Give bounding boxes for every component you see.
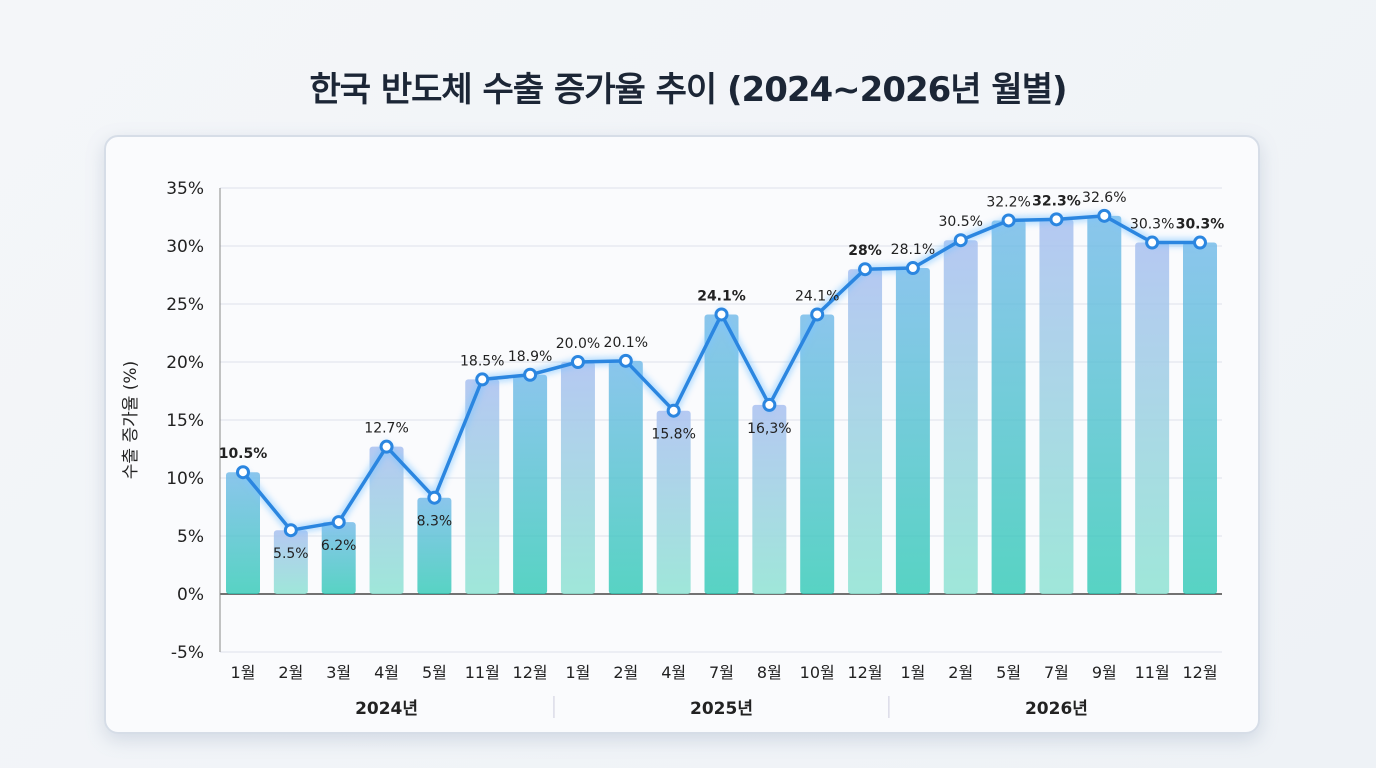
x-tick-label: 7월 <box>709 663 734 682</box>
y-tick-label: 5% <box>177 527 204 547</box>
data-point <box>1145 235 1160 250</box>
data-label: 28% <box>848 243 882 259</box>
chart-title: 한국 반도체 수출 증가율 추이 (2024~2026년 월별) <box>309 70 1067 110</box>
x-tick-label: 12월 <box>513 663 548 682</box>
x-tick-label: 11월 <box>465 663 500 682</box>
y-tick-label: 20% <box>166 353 204 373</box>
bar <box>608 360 643 594</box>
y-tick-label: -5% <box>171 643 204 663</box>
year-group-label: 2026년 <box>1025 699 1088 719</box>
x-tick-label: 1월 <box>900 663 925 682</box>
bar <box>513 374 548 594</box>
x-tick-label: 12월 <box>1182 663 1217 682</box>
year-group-label: 2024년 <box>355 699 418 719</box>
data-label: 10.5% <box>219 446 268 462</box>
year-group-label: 2025년 <box>690 699 753 719</box>
data-label: 30.3% <box>1176 217 1225 233</box>
data-label: 28.1% <box>891 242 935 258</box>
data-point <box>953 233 968 248</box>
data-point <box>379 439 394 454</box>
data-point <box>1097 208 1112 223</box>
data-label: 24.1% <box>795 288 839 304</box>
bar <box>991 220 1026 595</box>
data-label: 32.2% <box>986 194 1030 210</box>
x-tick-label: 2월 <box>613 663 638 682</box>
x-tick-label: 5월 <box>422 663 447 682</box>
data-label: 8.3% <box>417 514 453 530</box>
bar <box>895 268 930 594</box>
data-label: 18.5% <box>460 353 504 369</box>
data-point <box>570 355 585 369</box>
x-tick-label: 5월 <box>996 663 1021 682</box>
x-tick-label: 11월 <box>1135 663 1170 682</box>
data-point <box>475 372 490 387</box>
data-point <box>618 353 633 368</box>
data-point <box>1001 213 1016 228</box>
y-tick-label: 35% <box>166 179 204 199</box>
x-tick-label: 3월 <box>326 663 351 682</box>
bar <box>943 240 978 594</box>
x-tick-label: 8월 <box>757 663 782 682</box>
x-tick-label: 7월 <box>1044 663 1069 682</box>
data-label: 32.6% <box>1082 190 1126 206</box>
bar <box>1135 242 1170 594</box>
y-tick-label: 30% <box>166 237 204 257</box>
y-tick-label: 0% <box>177 585 204 605</box>
data-point <box>762 397 777 412</box>
data-label: 20.1% <box>604 335 648 351</box>
x-tick-label: 1월 <box>231 663 256 682</box>
data-label: 5.5% <box>273 546 309 562</box>
data-label: 15.8% <box>651 427 695 443</box>
data-label: 30.3% <box>1130 217 1174 233</box>
x-tick-label: 1월 <box>565 663 590 682</box>
data-label: 32.3% <box>1032 193 1081 209</box>
data-point <box>1049 212 1064 227</box>
bar <box>273 530 308 594</box>
bar <box>465 379 500 594</box>
bar <box>752 404 787 594</box>
data-label: 6.2% <box>321 538 357 554</box>
x-tick-label: 10월 <box>800 663 835 682</box>
data-label: 16,3% <box>747 421 791 437</box>
bar <box>704 314 739 594</box>
data-point <box>810 307 825 322</box>
data-label: 30.5% <box>939 214 983 230</box>
data-label: 12.7% <box>364 421 408 437</box>
x-tick-label: 2월 <box>278 663 303 682</box>
x-tick-label: 12월 <box>848 663 883 682</box>
bar <box>656 410 691 594</box>
bar <box>1039 219 1074 594</box>
data-point <box>905 261 920 276</box>
y-tick-label: 15% <box>166 411 204 431</box>
bar <box>321 522 356 594</box>
data-point <box>331 515 346 530</box>
data-point <box>236 465 250 480</box>
data-point <box>523 367 538 382</box>
bar <box>1183 242 1217 594</box>
x-tick-label: 4월 <box>374 663 399 682</box>
data-label: 20.0% <box>556 336 600 352</box>
y-tick-label: 10% <box>166 469 204 489</box>
x-tick-label: 2월 <box>948 663 973 682</box>
data-label: 18.9% <box>508 349 552 365</box>
data-point <box>714 307 729 322</box>
y-tick-label: 25% <box>166 295 204 315</box>
data-point <box>666 403 681 418</box>
data-point <box>858 262 873 277</box>
bar <box>226 472 260 594</box>
bar <box>1087 215 1122 594</box>
data-label: 24.1% <box>697 288 746 304</box>
bar <box>800 314 835 594</box>
y-axis-label: 수출 증가율 (%) <box>121 361 141 479</box>
bar <box>560 362 595 594</box>
data-point <box>427 490 442 505</box>
bar <box>848 269 883 594</box>
x-tick-label: 9월 <box>1092 663 1117 682</box>
bar <box>369 446 404 594</box>
x-tick-label: 4월 <box>661 663 686 682</box>
data-point <box>1193 235 1207 250</box>
data-point <box>283 523 298 538</box>
bar <box>417 497 452 594</box>
